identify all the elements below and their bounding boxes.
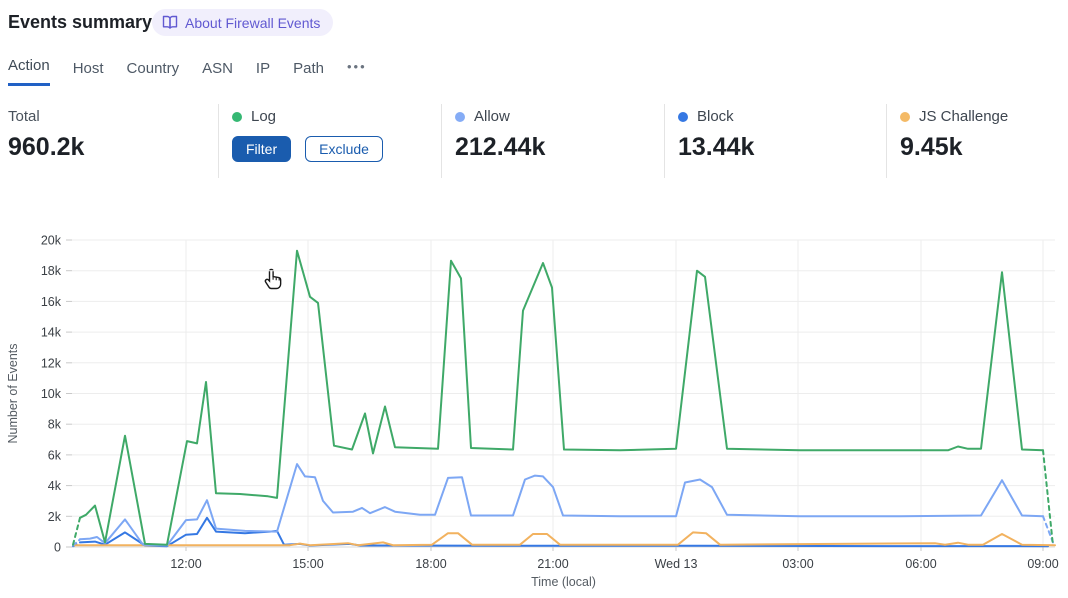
stat-total-label: Total (8, 108, 40, 125)
js-challenge-legend-dot (900, 111, 910, 122)
stat-log-label: Log (251, 108, 277, 125)
tab-action[interactable]: Action (8, 57, 50, 86)
svg-text:8k: 8k (48, 418, 62, 432)
stat-total: Total 960.2k (8, 108, 84, 162)
stat-allow[interactable]: Allow 212.44k (455, 108, 545, 162)
about-firewall-events-badge[interactable]: About Firewall Events (152, 9, 334, 36)
svg-text:03:00: 03:00 (782, 557, 813, 571)
svg-text:16k: 16k (41, 295, 62, 309)
block-legend-dot (678, 111, 688, 122)
svg-text:20k: 20k (41, 234, 62, 248)
events-chart[interactable]: 0 2k 4k 6k 8k 10k 12k 14k 16k 18k 20k 12:00 15:00 18:… (0, 228, 1068, 598)
svg-text:6k: 6k (48, 448, 62, 462)
tab-ip[interactable]: IP (255, 60, 271, 77)
svg-text:Wed 13: Wed 13 (655, 557, 698, 571)
stat-allow-label: Allow (474, 108, 510, 125)
svg-text:Time (local): Time (local) (531, 575, 596, 589)
svg-text:18:00: 18:00 (415, 557, 446, 571)
svg-text:12k: 12k (41, 356, 62, 370)
allow-legend-dot (455, 111, 465, 122)
exclude-button[interactable]: Exclude (305, 136, 383, 162)
stat-block-label: Block (697, 108, 734, 125)
svg-text:2k: 2k (48, 510, 62, 524)
divider (218, 104, 219, 178)
stat-log[interactable]: Log Filter Exclude (232, 108, 383, 162)
tab-path[interactable]: Path (293, 60, 324, 77)
page-title: Events summary (8, 12, 153, 32)
tab-country[interactable]: Country (126, 60, 180, 77)
stat-allow-value: 212.44k (455, 133, 546, 161)
stat-total-value: 960.2k (8, 133, 85, 161)
svg-text:0: 0 (54, 541, 61, 555)
filter-button[interactable]: Filter (232, 136, 292, 162)
svg-text:10k: 10k (41, 387, 62, 401)
svg-text:15:00: 15:00 (292, 557, 323, 571)
svg-text:09:00: 09:00 (1027, 557, 1058, 571)
stat-block[interactable]: Block 13.44k (678, 108, 754, 162)
log-legend-dot (232, 111, 242, 122)
svg-text:14k: 14k (41, 326, 62, 340)
stat-block-value: 13.44k (678, 133, 755, 161)
summary-tabs: Action Host Country ASN IP Path ••• (8, 57, 367, 86)
svg-text:21:00: 21:00 (537, 557, 568, 571)
stat-js-challenge[interactable]: JS Challenge 9.45k (900, 108, 1008, 162)
svg-text:Number of Events: Number of Events (6, 343, 20, 443)
about-badge-label: About Firewall Events (185, 14, 321, 31)
divider (441, 104, 442, 178)
book-icon (162, 15, 178, 30)
tab-host[interactable]: Host (72, 60, 104, 77)
svg-text:18k: 18k (41, 264, 62, 278)
svg-text:4k: 4k (48, 479, 62, 493)
svg-text:06:00: 06:00 (905, 557, 936, 571)
tabs-more-button[interactable]: ••• (346, 59, 367, 74)
divider (664, 104, 665, 178)
events-chart-area: 0 2k 4k 6k 8k 10k 12k 14k 16k 18k 20k 12:00 15:00 18:… (0, 228, 1068, 598)
stat-js-challenge-label: JS Challenge (919, 108, 1009, 125)
stat-js-challenge-value: 9.45k (900, 133, 963, 161)
stats-row: Total 960.2k Log Filter Exclude Allow 21… (0, 104, 1068, 290)
tab-asn[interactable]: ASN (202, 60, 233, 77)
svg-text:12:00: 12:00 (170, 557, 201, 571)
divider (886, 104, 887, 178)
